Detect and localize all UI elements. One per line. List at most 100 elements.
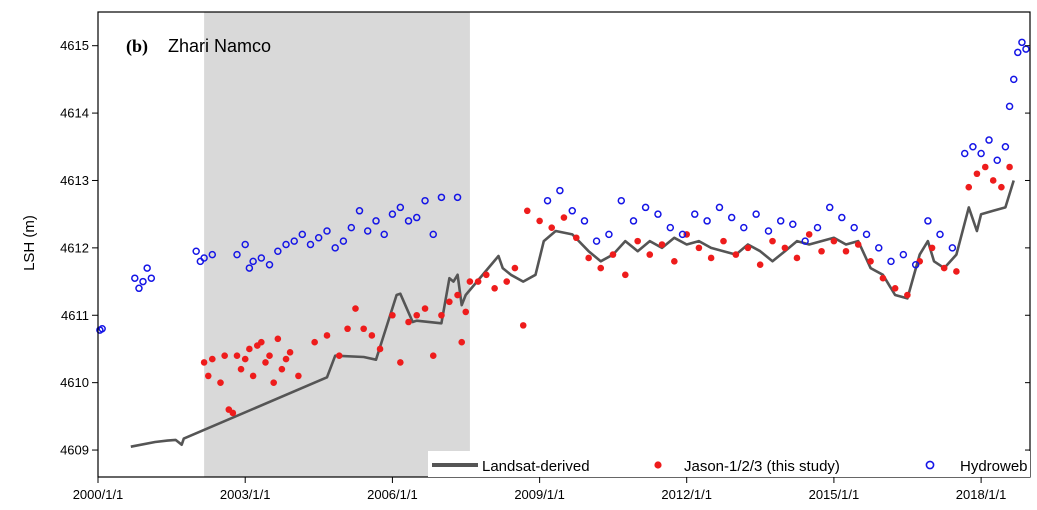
jason-point xyxy=(352,305,359,312)
hydroweb-point xyxy=(249,257,257,266)
hydroweb-point xyxy=(911,260,920,269)
jason-point xyxy=(867,258,874,265)
hydroweb-point xyxy=(960,149,969,158)
jason-point xyxy=(769,237,776,245)
jason-point xyxy=(756,261,764,269)
hydroweb-point xyxy=(196,257,205,266)
x-tick-label: 2009/1/1 xyxy=(514,487,565,502)
jason-point xyxy=(989,177,997,184)
jason-point xyxy=(466,278,474,285)
jason-point xyxy=(221,352,228,359)
jason-point xyxy=(246,345,253,353)
jason-point xyxy=(805,231,813,238)
hydroweb-point xyxy=(678,230,687,239)
jason-point xyxy=(241,355,249,363)
jason-point xyxy=(597,264,605,272)
jason-point xyxy=(981,163,989,171)
hydroweb-point xyxy=(825,203,834,212)
jason-point xyxy=(1006,163,1013,171)
hydroweb-point xyxy=(654,210,662,218)
hydroweb-point xyxy=(556,186,564,195)
hydroweb-point xyxy=(282,240,290,249)
hydroweb-point xyxy=(453,193,462,202)
hydroweb-point xyxy=(131,274,139,282)
jason-point xyxy=(609,251,617,258)
jason-point xyxy=(695,244,703,252)
jason-point xyxy=(634,237,641,245)
jason-point xyxy=(323,332,331,339)
hydroweb-point xyxy=(924,217,932,225)
hydroweb-point xyxy=(605,230,613,239)
jason-point xyxy=(585,254,592,262)
hydroweb-point xyxy=(245,264,254,272)
jason-point xyxy=(973,170,981,178)
jason-point xyxy=(266,352,273,359)
jason-point xyxy=(830,237,838,245)
hydroweb-point xyxy=(850,223,858,232)
legend-landsat-label: Landsat-derived xyxy=(482,458,590,475)
jason-point xyxy=(842,247,850,255)
x-tick-label: 2006/1/1 xyxy=(367,487,418,502)
hydroweb-point xyxy=(568,207,577,215)
hydroweb-point xyxy=(241,240,249,249)
jason-point xyxy=(523,207,531,215)
jason-point xyxy=(462,308,470,316)
hydroweb-point xyxy=(985,136,993,144)
hydroweb-point xyxy=(801,237,809,245)
jason-point xyxy=(204,372,212,380)
hydroweb-point xyxy=(666,223,675,232)
jason-point xyxy=(413,311,421,319)
shaded-period-layer xyxy=(204,12,470,477)
x-tick-label: 2015/1/1 xyxy=(809,487,860,502)
y-tick-label: 4609 xyxy=(60,443,89,458)
jason-point xyxy=(707,254,715,262)
jason-point xyxy=(360,325,367,333)
hydroweb-point xyxy=(233,250,241,259)
jason-point xyxy=(646,251,654,258)
hydroweb-point xyxy=(543,196,552,205)
hydroweb-point xyxy=(363,227,372,235)
hydroweb-point xyxy=(1014,48,1022,57)
hydroweb-point xyxy=(1022,45,1030,53)
hydroweb-point xyxy=(789,220,797,229)
jason-point xyxy=(438,311,445,319)
jason-point xyxy=(421,305,429,312)
jason-point xyxy=(904,291,911,299)
jason-point xyxy=(818,247,825,255)
jason-point xyxy=(781,244,789,252)
hydroweb-point xyxy=(715,203,724,212)
jason-point xyxy=(474,278,482,285)
jason-point xyxy=(274,335,282,343)
hydroweb-point xyxy=(1001,143,1010,151)
hydroweb-point xyxy=(421,196,429,205)
hydroweb-point xyxy=(691,210,699,218)
hydroweb-point xyxy=(98,324,106,333)
hydroweb-point xyxy=(936,230,944,239)
jason-point xyxy=(560,214,568,221)
jason-point xyxy=(286,349,294,356)
jason-point xyxy=(376,345,384,353)
jason-point xyxy=(491,285,498,292)
hydroweb-point xyxy=(752,210,760,218)
landsat-line-layer xyxy=(130,180,1015,448)
jason-point xyxy=(536,217,543,225)
jason-point xyxy=(200,359,208,366)
y-tick-label: 4610 xyxy=(60,375,89,390)
hydroweb-point xyxy=(641,203,650,212)
jason-point xyxy=(344,325,351,333)
jason-point xyxy=(671,258,678,265)
y-tick-label: 4611 xyxy=(61,308,89,323)
jason-point xyxy=(458,338,466,346)
jason-point xyxy=(335,352,343,359)
hydroweb-point xyxy=(429,230,437,239)
hydroweb-point xyxy=(306,240,315,249)
hydroweb-point xyxy=(948,244,957,252)
jason-point xyxy=(658,241,666,248)
jason-point xyxy=(928,244,936,252)
hydroweb-point xyxy=(314,234,323,242)
hydroweb-point xyxy=(257,254,266,262)
hydroweb-point xyxy=(617,196,626,205)
hydroweb-point xyxy=(993,156,1001,165)
hydroweb-point xyxy=(139,277,147,286)
hydroweb-point xyxy=(404,217,413,225)
